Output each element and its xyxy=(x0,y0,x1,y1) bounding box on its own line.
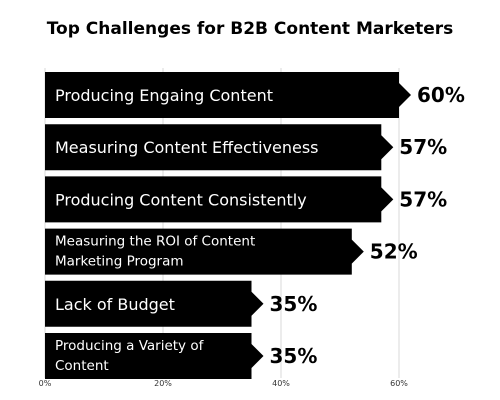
bar-category-label: Lack of Budget xyxy=(55,295,175,314)
bar-value-label: 57% xyxy=(399,187,447,211)
bar-value-label: 52% xyxy=(370,240,418,264)
bar-value-label: 57% xyxy=(399,135,447,159)
x-tick-label: 0% xyxy=(39,379,52,388)
bar xyxy=(45,124,394,171)
bar-category-label: Producing a Variety of Content xyxy=(55,338,205,374)
bar xyxy=(45,176,394,223)
bar xyxy=(45,72,411,118)
bar xyxy=(45,228,364,275)
bars-layer: Producing Engaing Content 60% Measuring Co… xyxy=(45,72,465,379)
bar-category-label-line: Marketing Program xyxy=(55,254,184,270)
bar-value-label: 35% xyxy=(270,292,318,316)
bar-value-label: 35% xyxy=(270,344,318,368)
bar-category-label-line: Lack of Budget xyxy=(55,295,175,314)
bar-category-label-line: Producing a Variety of xyxy=(55,338,205,354)
bar xyxy=(45,333,264,379)
x-tick-label: 60% xyxy=(390,379,408,388)
bar-category-label: Producing Engaing Content xyxy=(55,86,273,105)
bar-value-label: 60% xyxy=(417,83,465,107)
bar-category-label-line: Producing Engaing Content xyxy=(55,86,273,105)
bar xyxy=(45,280,264,327)
bar-category-label-line: Measuring the ROI of Content xyxy=(55,234,255,250)
bar-category-label-line: Producing Content Consistently xyxy=(55,190,307,209)
bar-category-label-line: Measuring Content Effectiveness xyxy=(55,138,319,157)
bar-category-label: Producing Content Consistently xyxy=(55,190,307,209)
chart-title: Top Challenges for B2B Content Marketers xyxy=(47,19,454,39)
x-tick-label: 20% xyxy=(154,379,172,388)
bar-category-label-line: Content xyxy=(55,358,109,374)
x-axis-ticks: 0% 20% 40% 60% xyxy=(39,379,409,388)
x-tick-label: 40% xyxy=(272,379,290,388)
bar-category-label: Measuring Content Effectiveness xyxy=(55,138,319,157)
bar-category-label: Measuring the ROI of Content Marketing Pr… xyxy=(55,234,255,270)
